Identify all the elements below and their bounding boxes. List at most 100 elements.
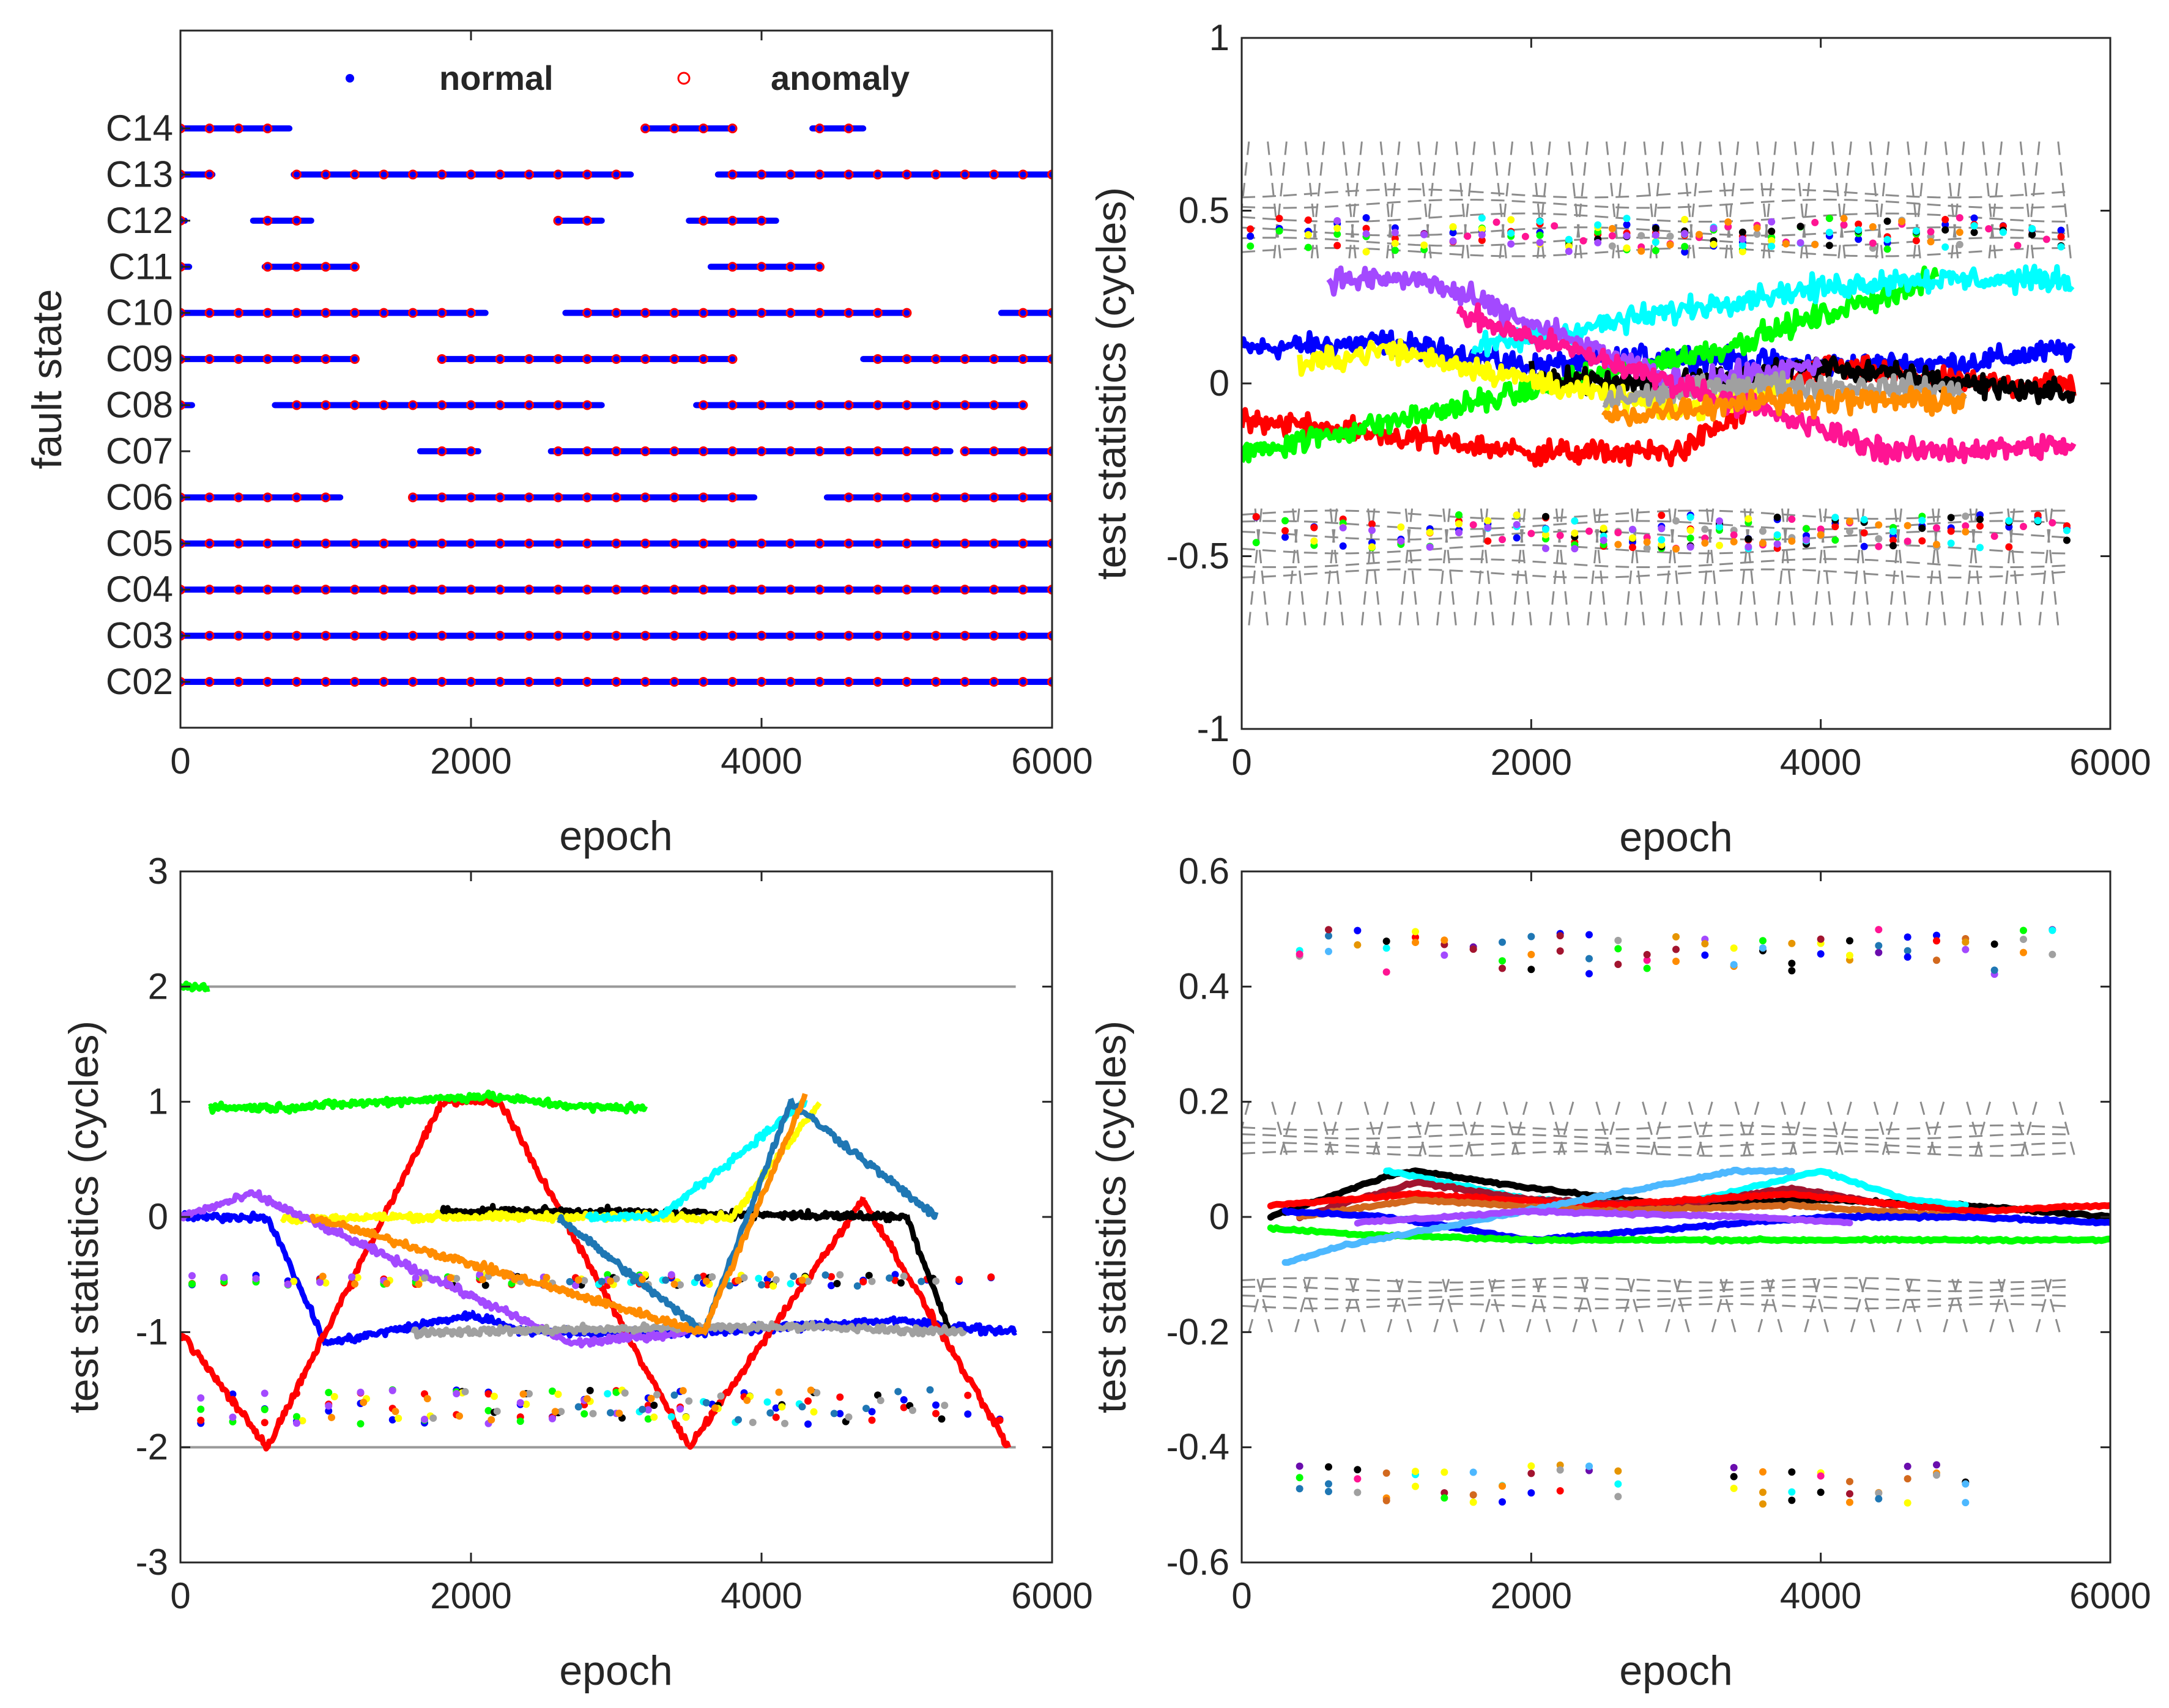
threshold-curve (1718, 1274, 1737, 1333)
y-tick-label: C05 (106, 523, 173, 564)
anomaly-marker (785, 262, 796, 272)
outlier-point (1397, 523, 1405, 531)
threshold-curve (1827, 1101, 1845, 1160)
outlier-point (2005, 543, 2013, 551)
outlier-point (1875, 1489, 1883, 1497)
outlier-point (1904, 933, 1911, 941)
outlier-point (1449, 223, 1457, 231)
outlier-point (630, 1277, 637, 1285)
anomaly-marker (611, 169, 621, 180)
outlier-point (1478, 236, 1486, 244)
threshold-curve (2025, 141, 2041, 263)
outlier-point (1513, 511, 1521, 519)
outlier-point (1478, 231, 1486, 238)
anomaly-marker (495, 400, 505, 410)
outlier-point (1354, 1466, 1362, 1474)
outlier-point (772, 1404, 780, 1412)
outlier-point (807, 1386, 815, 1394)
anomaly-marker (699, 308, 708, 318)
outlier-point (1637, 232, 1645, 240)
outlier-point (1716, 523, 1723, 531)
threshold-curve (1440, 1274, 1459, 1333)
anomaly-marker (262, 492, 273, 503)
outlier-point (1918, 524, 1926, 532)
threshold-curve (1242, 212, 2067, 223)
outlier-point (1440, 936, 1448, 944)
y-tick-label: -0.2 (1166, 1311, 1229, 1352)
outlier-point (1527, 1489, 1535, 1497)
outlier-point (1333, 216, 1341, 224)
series-trace (1456, 302, 2077, 465)
anomaly-marker (495, 630, 505, 641)
outlier-point (566, 1277, 574, 1285)
y-tick-label: 0.6 (1179, 851, 1229, 892)
outlier-point (2020, 522, 2027, 530)
series-trace (1601, 385, 1967, 427)
outlier-point (1623, 244, 1631, 252)
outlier-point (261, 1405, 269, 1413)
outlier-point (1788, 516, 1796, 523)
outlier-point (708, 1273, 716, 1281)
outlier-point (293, 1419, 300, 1427)
outlier-point (1869, 223, 1877, 231)
outlier-point (1527, 530, 1535, 538)
threshold-curve (1363, 1101, 1382, 1160)
outlier-point (1788, 959, 1796, 967)
anomaly-marker (437, 308, 447, 318)
outlier-point (1339, 542, 1347, 550)
x-tick-label: 6000 (2069, 1575, 2151, 1616)
outlier-point (1941, 215, 1949, 223)
outlier-point (1666, 241, 1674, 249)
threshold-curve (1630, 504, 1645, 626)
anomaly-marker (669, 124, 680, 133)
tick-labels-1: 0 2000 4000 6000 C02 C03 C04 C05 C06 C07 C08 C09 C10… (106, 108, 1093, 782)
anomaly-marker (873, 169, 883, 180)
outlier-point (804, 1420, 812, 1428)
anomaly-marker (960, 400, 970, 410)
anomaly-marker (234, 354, 243, 364)
x-tick-label: 6000 (1011, 741, 1092, 782)
outlier-point (1247, 232, 1255, 240)
anomaly-marker (408, 630, 418, 641)
anomaly-marker (757, 169, 766, 180)
anomaly-marker (815, 169, 825, 180)
outlier-point (1391, 239, 1399, 247)
anomaly-marker (408, 538, 418, 549)
threshold-curve (1996, 1274, 2014, 1333)
plot-area-1 (180, 124, 1052, 687)
legend-marker-normal (346, 74, 354, 83)
outlier-point (1912, 227, 1920, 235)
outlier-point (740, 1274, 748, 1282)
outlier-point (1521, 232, 1529, 240)
anomaly-marker (611, 585, 621, 595)
outlier-point (644, 1406, 652, 1414)
outlier-point (1672, 957, 1680, 965)
anomaly-marker (931, 630, 941, 641)
threshold-curve (1686, 141, 1702, 263)
outlier-point (453, 1274, 461, 1282)
outlier-point (702, 1399, 710, 1407)
anomaly-marker (553, 538, 563, 549)
outlier-point (1629, 544, 1636, 552)
outlier-point (1875, 521, 1883, 529)
outlier-point (1542, 525, 1549, 533)
anomaly-marker (466, 354, 476, 364)
x-tick-label: 2000 (1491, 1575, 1572, 1616)
anomaly-marker (350, 262, 360, 272)
anomaly-marker (873, 677, 883, 687)
outlier-point (1875, 948, 1883, 956)
anomaly-marker (873, 585, 883, 595)
anomaly-marker (582, 630, 592, 641)
anomaly-marker (785, 585, 796, 595)
threshold-curve (1242, 520, 2067, 530)
outlier-point (1768, 227, 1776, 235)
outlier-point (229, 1390, 237, 1398)
anomaly-marker (611, 446, 621, 456)
outlier-point (830, 1410, 838, 1418)
anomaly-marker (699, 492, 708, 503)
outlier-point (1594, 221, 1602, 229)
outlier-point (2034, 517, 2042, 525)
threshold-curve (1989, 1274, 2008, 1333)
outlier-point (574, 1403, 582, 1411)
outlier-point (574, 1276, 582, 1284)
